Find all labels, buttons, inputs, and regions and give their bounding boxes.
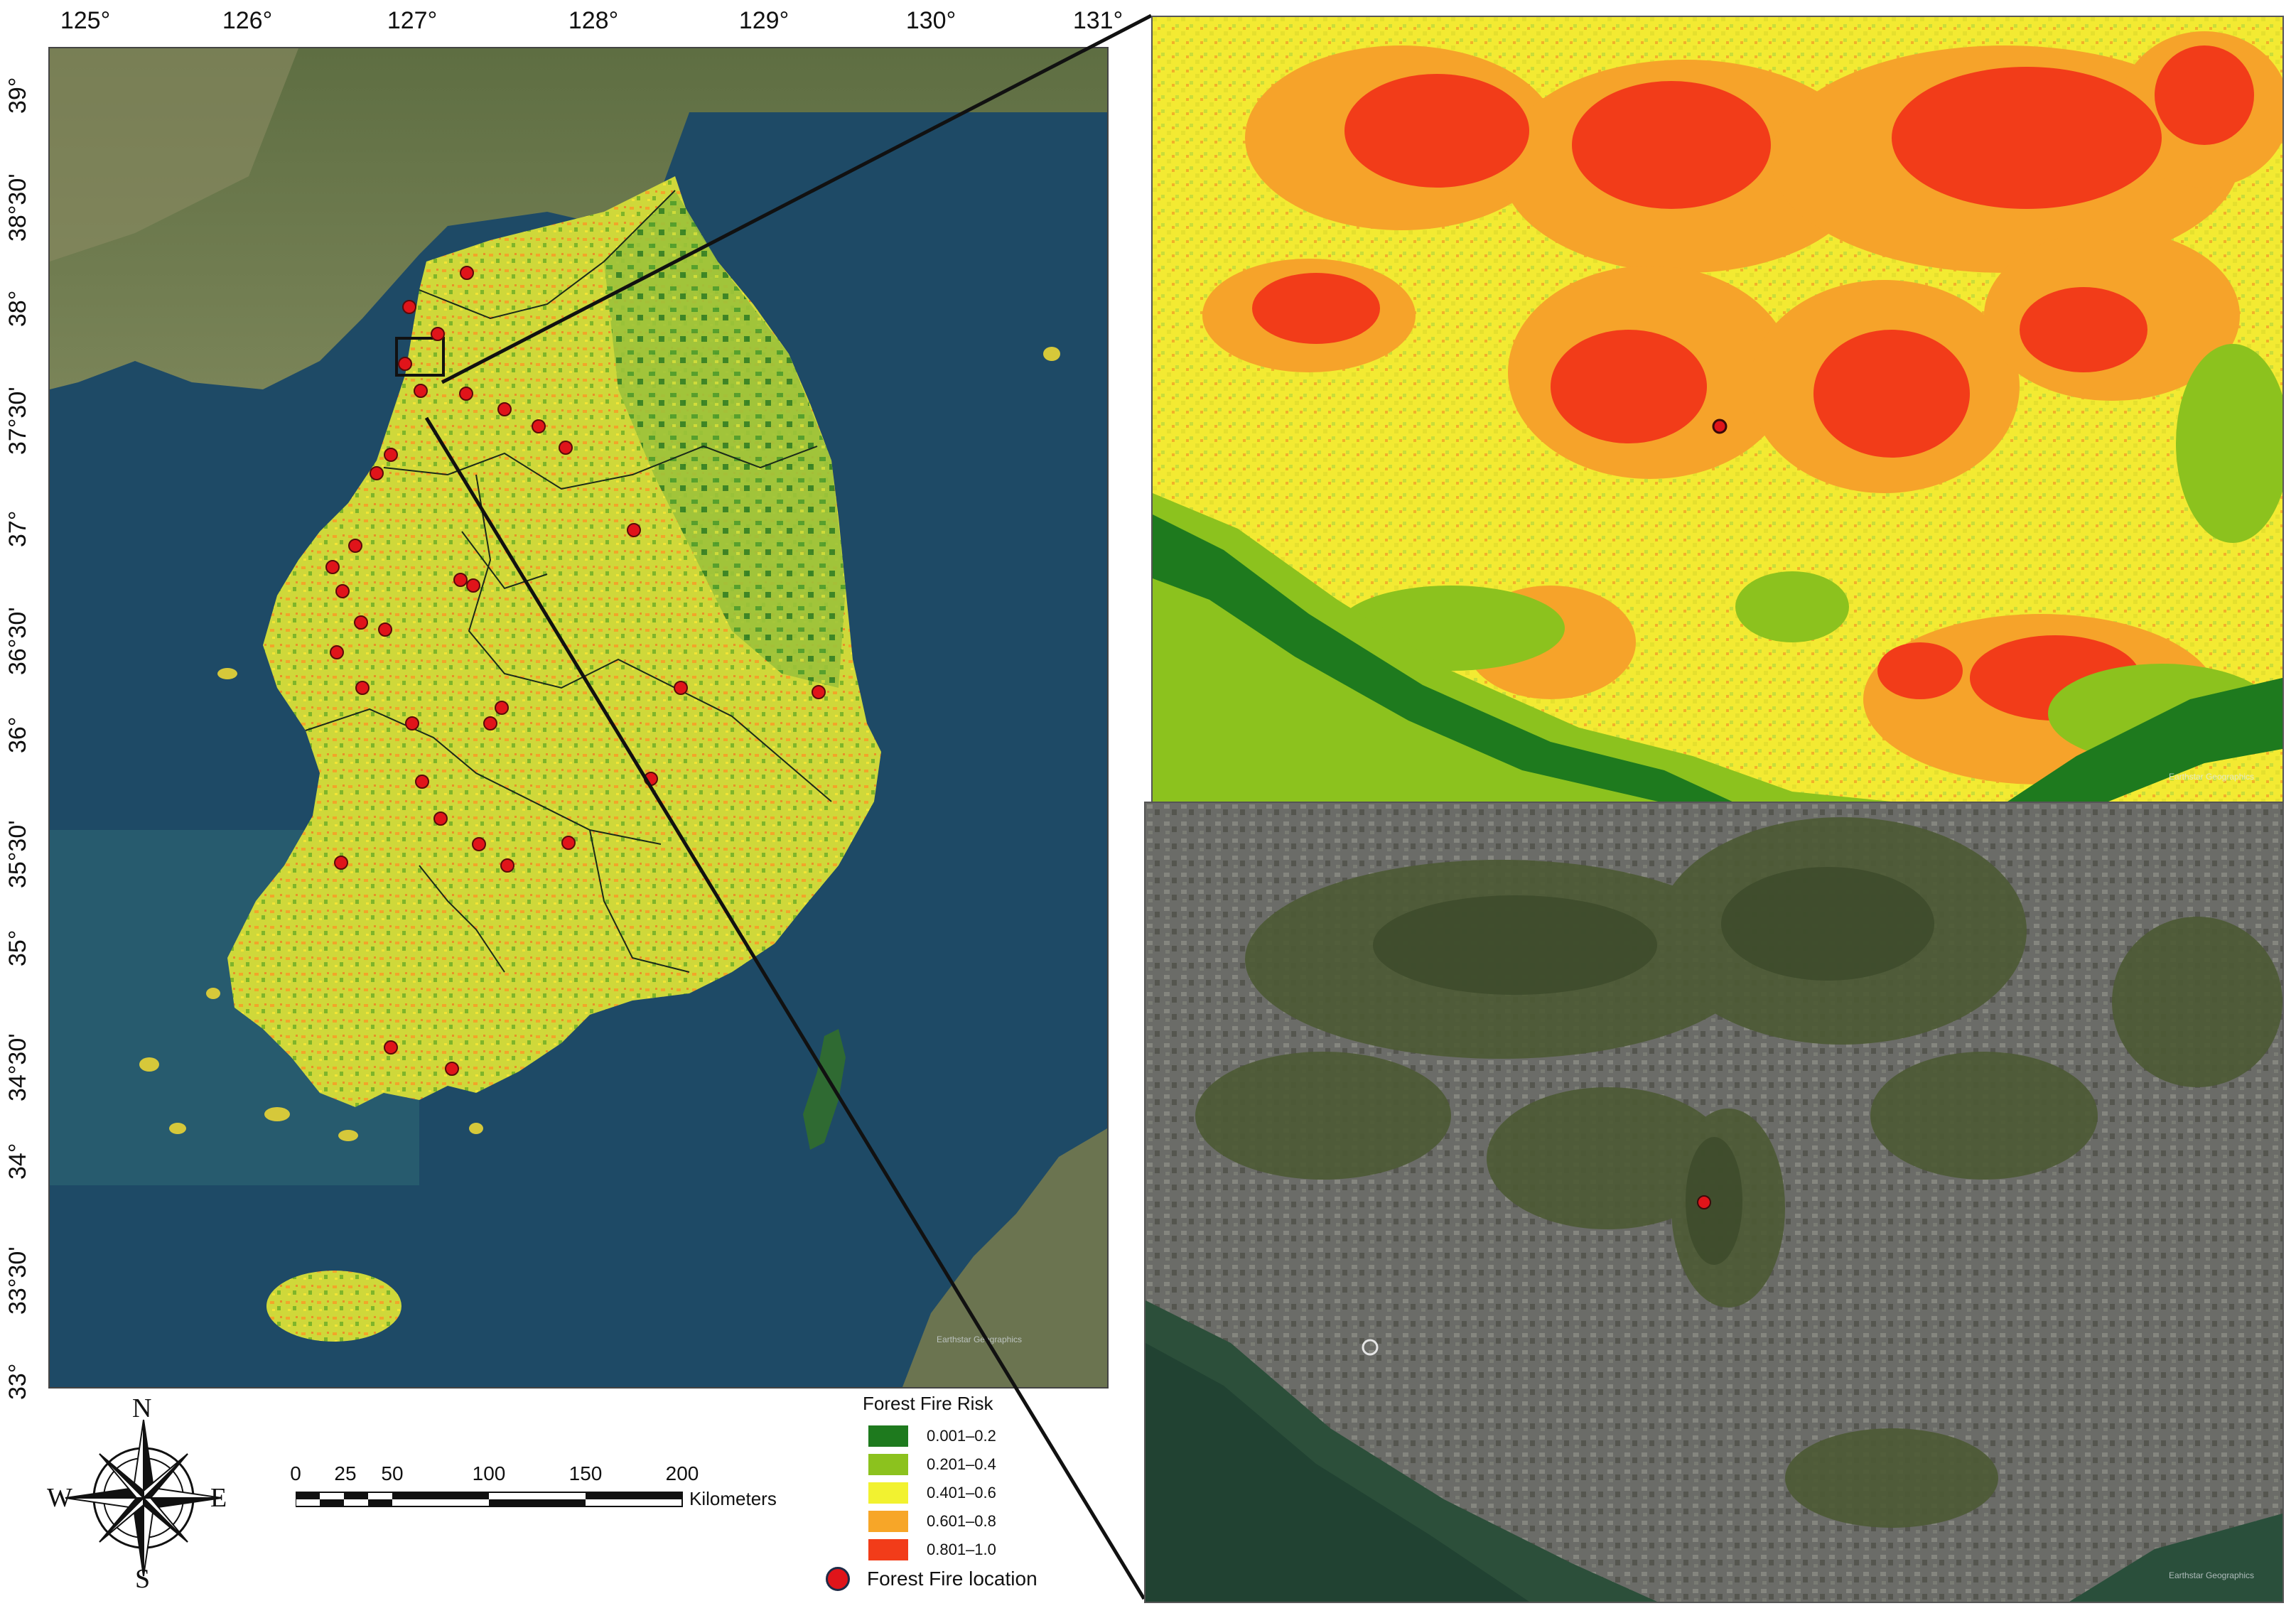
latitude-label: 34°30' xyxy=(4,1033,31,1101)
longitude-label: 130° xyxy=(905,7,956,34)
latitude-label: 33° xyxy=(4,1363,31,1400)
legend-label: 0.001–0.2 xyxy=(927,1427,996,1445)
legend-label: 0.201–0.4 xyxy=(927,1455,996,1473)
legend-swatch xyxy=(868,1425,908,1447)
fire-location-legend: Forest Fire location xyxy=(826,1563,1082,1595)
scale-bar: 0 25 50 100 150 200 Kilometers xyxy=(290,1462,803,1526)
latitude-label: 37° xyxy=(4,510,31,547)
risk-zoom-panel[interactable]: Earthstar Geographics xyxy=(1151,16,2284,804)
satellite-panel-credit: Earthstar Geographics xyxy=(2168,1570,2254,1580)
scale-bar-graphic xyxy=(296,1492,683,1507)
longitude-label: 128° xyxy=(568,7,619,34)
latitude-label: 35°30' xyxy=(4,820,31,888)
latitude-label: 36° xyxy=(4,716,31,753)
latitude-label: 36°30' xyxy=(4,607,31,675)
risk-panel-credit: Earthstar Geographics xyxy=(2168,772,2254,782)
risk-zoom-graphic xyxy=(1153,17,2282,803)
latitude-label: 34° xyxy=(4,1143,31,1180)
legend-label: 0.401–0.6 xyxy=(927,1484,996,1501)
longitude-label: 125° xyxy=(60,7,111,34)
legend: Forest Fire Risk 0.001–0.2 0.201–0.4 0.4… xyxy=(853,1393,1087,1570)
compass-north: N xyxy=(132,1393,152,1423)
latitude-label: 38° xyxy=(4,290,31,327)
legend-swatch xyxy=(868,1539,908,1560)
fire-location-label: Forest Fire location xyxy=(867,1568,1037,1590)
legend-swatch xyxy=(868,1482,908,1504)
legend-label: 0.801–1.0 xyxy=(927,1541,996,1558)
legend-label: 0.601–0.8 xyxy=(927,1512,996,1530)
compass-south: S xyxy=(135,1564,151,1594)
longitude-label: 127° xyxy=(387,7,438,34)
main-map-graphic xyxy=(50,48,1107,1387)
legend-title: Forest Fire Risk xyxy=(863,1393,993,1414)
scale-tick-label: 25 xyxy=(334,1462,357,1484)
longitude-label: 126° xyxy=(222,7,273,34)
longitude-label: 129° xyxy=(738,7,789,34)
legend-swatch xyxy=(868,1454,908,1475)
map-credit: Earthstar Geographics xyxy=(936,1334,1022,1344)
satellite-zoom-graphic xyxy=(1146,803,2282,1602)
compass-east: E xyxy=(210,1483,227,1513)
main-map[interactable]: Earthstar Geographics xyxy=(48,47,1109,1389)
latitude-label: 38°30' xyxy=(4,173,31,242)
latitude-label: 37°30' xyxy=(4,387,31,455)
fire-location-icon xyxy=(826,1567,850,1591)
compass-west: W xyxy=(47,1483,72,1513)
scale-tick-label: 150 xyxy=(568,1462,603,1484)
latitude-label: 35° xyxy=(4,929,31,966)
scale-tick-label: 100 xyxy=(472,1462,506,1484)
legend-item: 0.801–1.0 xyxy=(868,1538,996,1562)
latitude-label: 33°30' xyxy=(4,1246,31,1315)
legend-item: 0.001–0.2 xyxy=(868,1424,996,1448)
legend-item: 0.201–0.4 xyxy=(868,1452,996,1477)
scale-tick-label: 0 xyxy=(290,1462,301,1484)
scale-tick-label: 50 xyxy=(381,1462,404,1484)
legend-item: 0.601–0.8 xyxy=(868,1509,996,1533)
legend-item: 0.401–0.6 xyxy=(868,1481,996,1505)
longitude-label: 131° xyxy=(1072,7,1123,34)
latitude-label: 39° xyxy=(4,77,31,114)
compass-icon xyxy=(65,1419,222,1577)
legend-swatch xyxy=(868,1511,908,1532)
satellite-zoom-panel[interactable]: Earthstar Geographics xyxy=(1144,802,2284,1603)
scale-unit: Kilometers xyxy=(689,1488,777,1509)
scale-tick-label: 200 xyxy=(665,1462,699,1484)
compass-rose: N S E W xyxy=(44,1393,243,1597)
